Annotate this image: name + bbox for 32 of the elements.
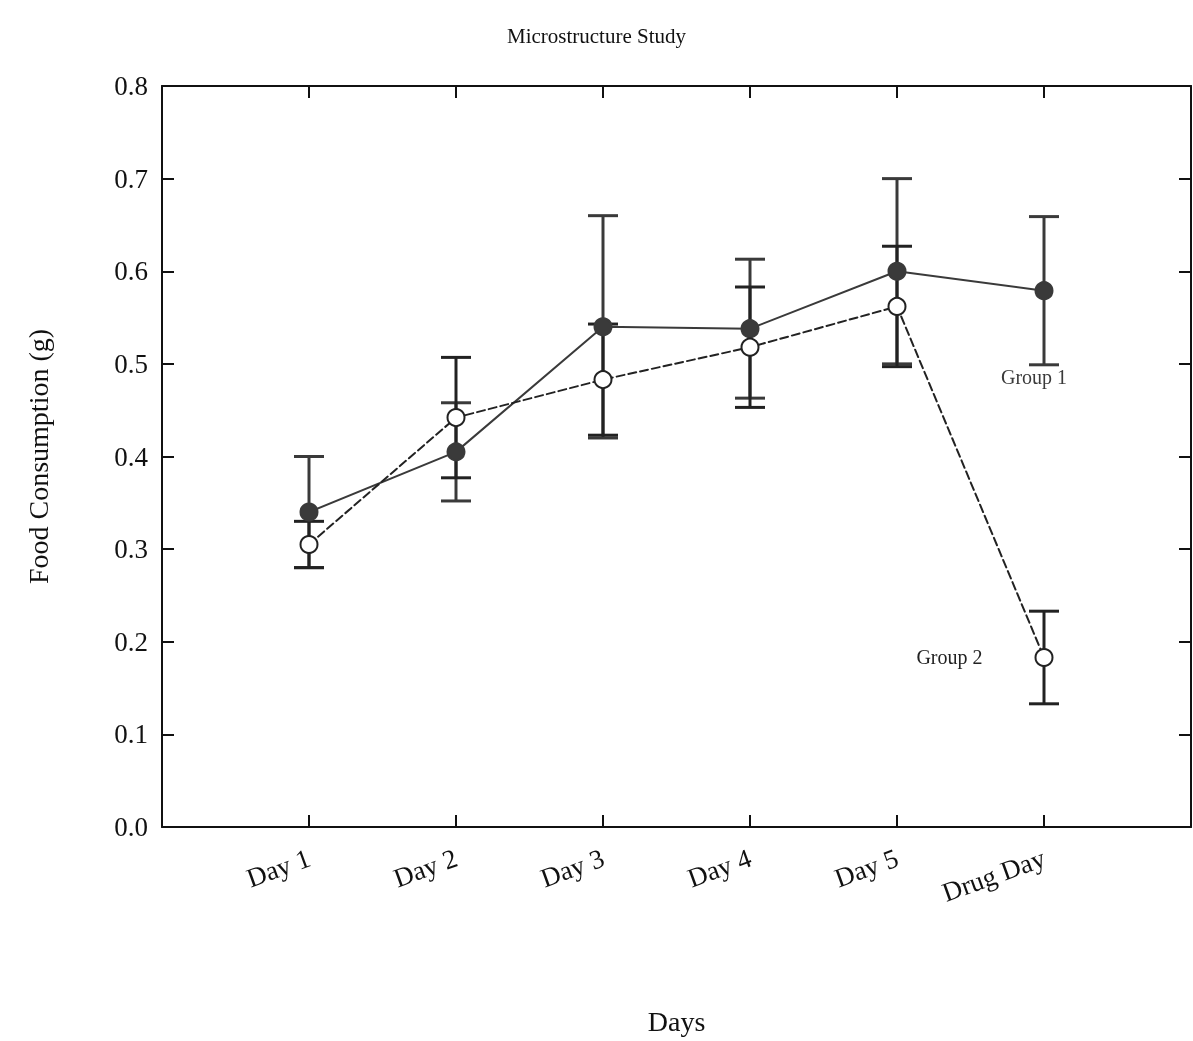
point [299, 502, 319, 522]
chart-title: Microstructure Study [506, 23, 687, 48]
x-tick-label: Day 1 [242, 842, 315, 894]
x-tick-label: Day 3 [536, 842, 609, 894]
point [740, 319, 760, 339]
point [887, 261, 907, 281]
point [1034, 648, 1054, 667]
point [446, 408, 466, 428]
point [887, 296, 907, 316]
y-tick-label: 0.7 [114, 163, 148, 194]
x-axis-title: Days [647, 1005, 706, 1037]
y-tick-label: 0.1 [114, 719, 148, 750]
x-tick-label: Day 4 [683, 842, 756, 894]
x-tick-label: Day 5 [830, 842, 903, 894]
point [593, 370, 613, 390]
point [1034, 281, 1054, 301]
y-tick-label: 0.0 [114, 812, 148, 842]
y-tick-label: 0.8 [114, 71, 148, 101]
text: Group 1 [1000, 366, 1068, 390]
y-tick-label: 0.5 [114, 348, 148, 379]
y-tick-label: 0.4 [114, 441, 149, 472]
y-axis-title: Food Consumption (g) [22, 328, 54, 585]
text: Group 2 [916, 646, 983, 670]
point [593, 317, 613, 337]
x-tick-label: Day 2 [389, 842, 462, 894]
y-tick-label: 0.6 [114, 256, 148, 287]
point [299, 535, 319, 554]
x-tick-label: Drug Day [938, 842, 1050, 908]
y-tick-label: 0.3 [114, 534, 148, 565]
y-tick-label: 0.2 [114, 626, 148, 657]
point [446, 442, 466, 462]
point [740, 337, 760, 357]
